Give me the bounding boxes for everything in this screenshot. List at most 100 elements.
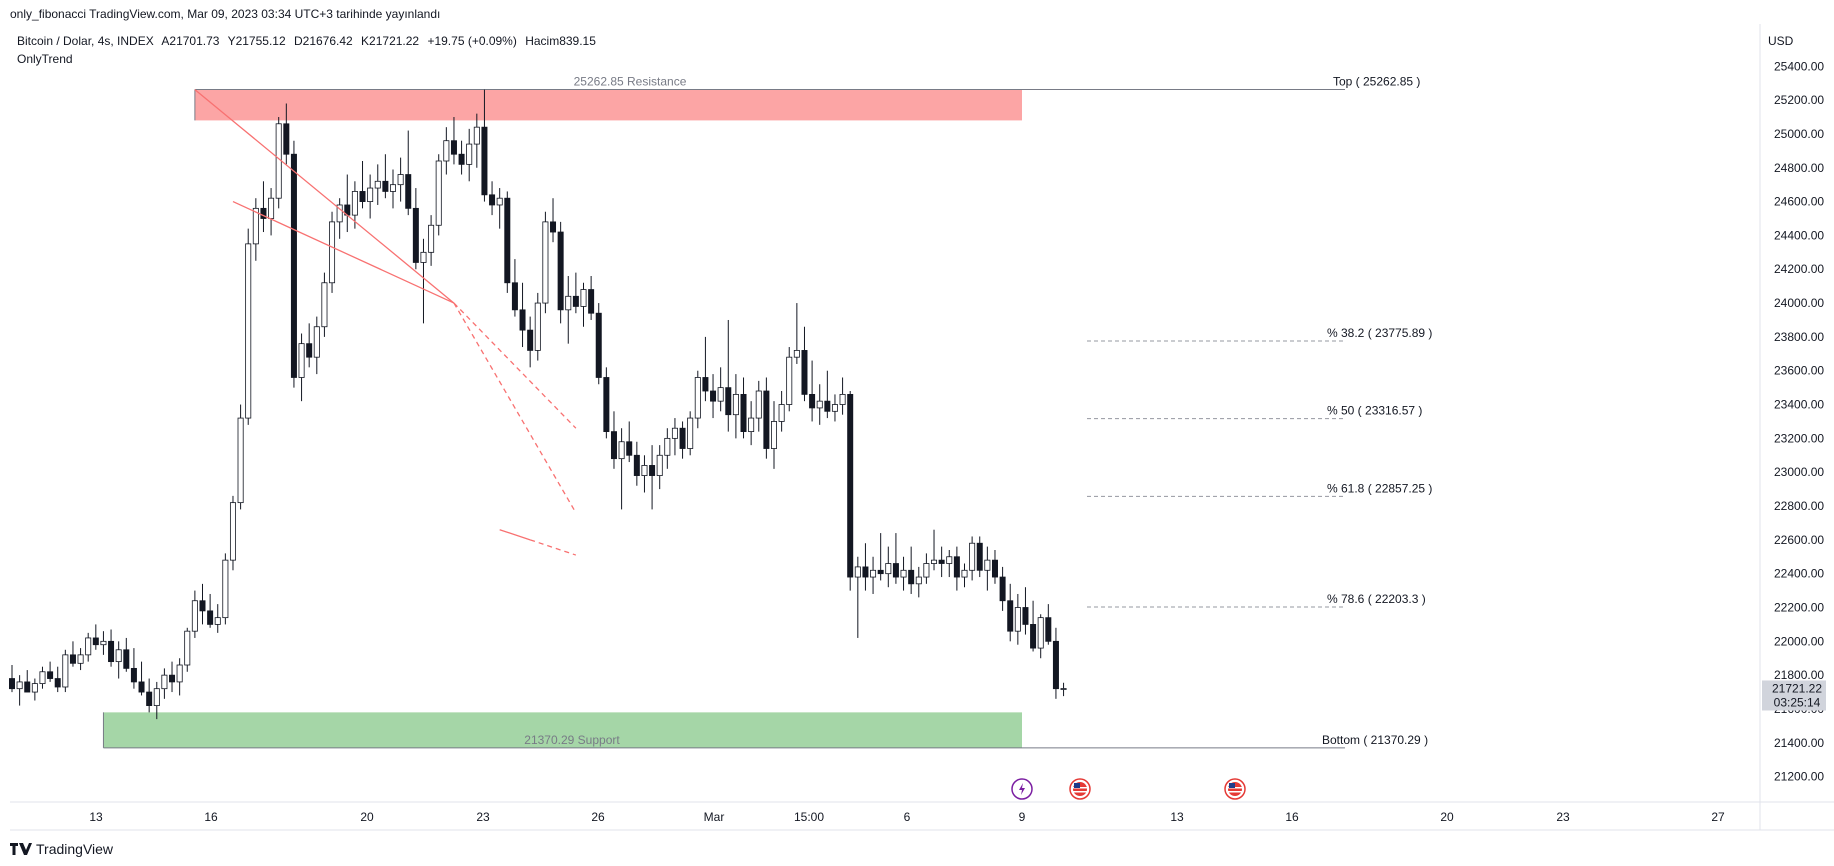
candle[interactable]: [161, 674, 168, 690]
candle[interactable]: [47, 671, 54, 679]
candle[interactable]: [108, 640, 115, 663]
candle[interactable]: [85, 637, 92, 656]
candle[interactable]: [519, 309, 526, 331]
candle[interactable]: [572, 295, 579, 307]
candle[interactable]: [207, 610, 214, 625]
candle[interactable]: [450, 140, 457, 155]
candle[interactable]: [710, 390, 717, 402]
candle[interactable]: [862, 566, 869, 578]
candle[interactable]: [656, 454, 663, 476]
candle[interactable]: [351, 191, 358, 216]
candle[interactable]: [237, 417, 244, 504]
candle[interactable]: [290, 153, 297, 378]
candle[interactable]: [953, 556, 960, 578]
candle[interactable]: [687, 417, 694, 449]
candle[interactable]: [420, 251, 427, 263]
candle[interactable]: [610, 431, 617, 460]
candle[interactable]: [618, 441, 625, 460]
candle[interactable]: [321, 282, 328, 328]
candle[interactable]: [191, 600, 198, 632]
candle[interactable]: [565, 295, 572, 311]
candle[interactable]: [146, 691, 153, 706]
candle[interactable]: [961, 569, 968, 578]
candle[interactable]: [24, 681, 31, 693]
trend-line-extension[interactable]: [453, 302, 577, 429]
candle[interactable]: [359, 191, 366, 202]
candle[interactable]: [748, 417, 755, 433]
candle[interactable]: [169, 674, 176, 683]
candle[interactable]: [725, 387, 732, 416]
candle[interactable]: [717, 387, 724, 402]
candle[interactable]: [123, 649, 130, 669]
candle[interactable]: [511, 282, 518, 311]
candle[interactable]: [306, 343, 313, 358]
candle[interactable]: [1052, 640, 1059, 690]
candle[interactable]: [8, 678, 15, 690]
candle[interactable]: [367, 187, 374, 202]
candle[interactable]: [1037, 617, 1044, 649]
candle[interactable]: [824, 400, 831, 412]
candle[interactable]: [854, 566, 861, 578]
trend-line-extension[interactable]: [529, 539, 577, 556]
candle[interactable]: [923, 563, 930, 578]
candle[interactable]: [671, 427, 678, 439]
candle[interactable]: [542, 221, 549, 304]
candle[interactable]: [489, 194, 496, 206]
candle[interactable]: [892, 563, 899, 578]
symbol-name[interactable]: Bitcoin / Dolar, 4s, INDEX: [17, 34, 154, 48]
candle[interactable]: [550, 221, 557, 233]
candle[interactable]: [92, 637, 99, 646]
candle[interactable]: [771, 421, 778, 449]
candle[interactable]: [31, 683, 38, 693]
candle[interactable]: [100, 640, 107, 646]
candle[interactable]: [473, 126, 480, 145]
candle[interactable]: [412, 207, 419, 263]
candle[interactable]: [588, 289, 595, 314]
candle[interactable]: [336, 204, 343, 223]
candle[interactable]: [1030, 624, 1037, 649]
candle[interactable]: [534, 302, 541, 351]
candle[interactable]: [1014, 607, 1021, 632]
candle[interactable]: [504, 197, 511, 284]
tradingview-footer[interactable]: TradingView: [10, 841, 113, 857]
candle[interactable]: [603, 377, 610, 433]
candle[interactable]: [115, 649, 122, 663]
candle[interactable]: [39, 671, 46, 685]
candle[interactable]: [252, 207, 259, 245]
candle[interactable]: [16, 681, 23, 690]
candle[interactable]: [732, 393, 739, 416]
candle[interactable]: [793, 350, 800, 358]
candle[interactable]: [839, 393, 846, 405]
candle[interactable]: [969, 542, 976, 571]
candle[interactable]: [626, 441, 633, 456]
candle[interactable]: [999, 576, 1006, 602]
candle[interactable]: [870, 569, 877, 578]
candle[interactable]: [138, 681, 145, 693]
candle[interactable]: [809, 393, 816, 409]
candle[interactable]: [877, 569, 884, 575]
candle[interactable]: [679, 427, 686, 449]
candle[interactable]: [641, 465, 648, 476]
support-zone[interactable]: [103, 712, 1022, 748]
candle[interactable]: [633, 454, 640, 476]
trend-line[interactable]: [232, 200, 455, 304]
candle[interactable]: [298, 343, 305, 378]
candle[interactable]: [976, 542, 983, 571]
candle[interactable]: [268, 197, 275, 219]
candle[interactable]: [54, 678, 61, 688]
candle[interactable]: [329, 221, 336, 284]
candle[interactable]: [69, 654, 76, 664]
candle[interactable]: [649, 465, 656, 476]
candle[interactable]: [1007, 600, 1014, 632]
candle[interactable]: [938, 559, 945, 564]
candle[interactable]: [763, 390, 770, 449]
candle[interactable]: [694, 377, 701, 419]
candle[interactable]: [458, 153, 465, 165]
candle[interactable]: [222, 559, 229, 619]
candle[interactable]: [374, 180, 381, 189]
candle[interactable]: [915, 576, 922, 585]
candle[interactable]: [786, 356, 793, 405]
candle[interactable]: [260, 207, 267, 219]
candle[interactable]: [428, 224, 435, 253]
